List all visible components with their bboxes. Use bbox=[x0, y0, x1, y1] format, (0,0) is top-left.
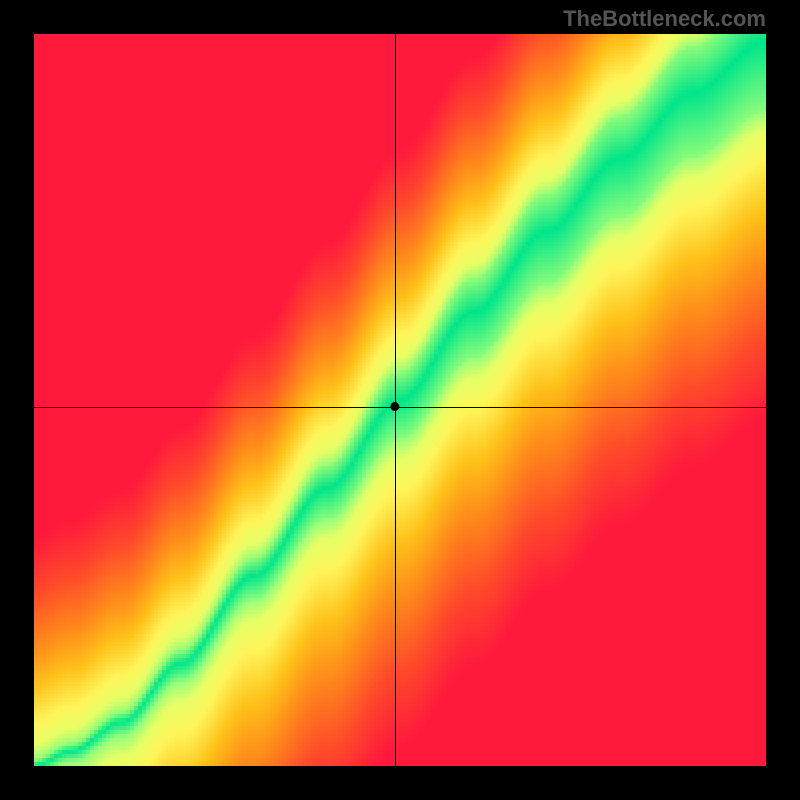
chart-frame: TheBottleneck.com bbox=[0, 0, 800, 800]
watermark-text: TheBottleneck.com bbox=[563, 6, 766, 32]
crosshair-overlay bbox=[34, 34, 766, 766]
heatmap-container bbox=[34, 34, 766, 766]
